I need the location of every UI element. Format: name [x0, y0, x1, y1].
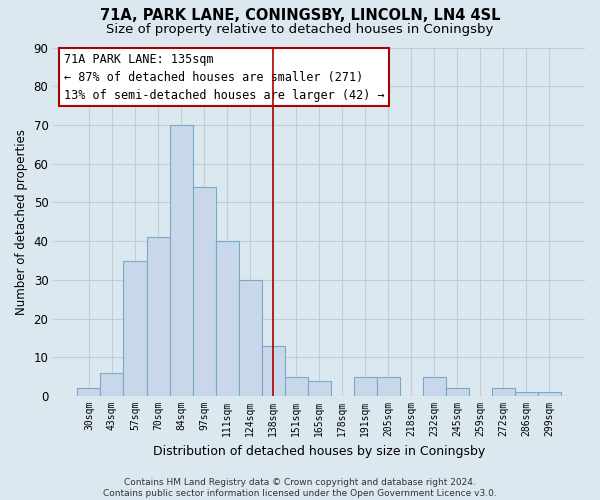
X-axis label: Distribution of detached houses by size in Coningsby: Distribution of detached houses by size …	[153, 444, 485, 458]
Bar	[262, 346, 284, 396]
Bar	[492, 388, 515, 396]
Text: Contains HM Land Registry data © Crown copyright and database right 2024.
Contai: Contains HM Land Registry data © Crown c…	[103, 478, 497, 498]
Bar	[515, 392, 538, 396]
Bar	[284, 376, 308, 396]
Y-axis label: Number of detached properties: Number of detached properties	[15, 129, 28, 315]
Bar	[377, 376, 400, 396]
Bar	[239, 280, 262, 396]
Bar	[308, 380, 331, 396]
Text: 71A, PARK LANE, CONINGSBY, LINCOLN, LN4 4SL: 71A, PARK LANE, CONINGSBY, LINCOLN, LN4 …	[100, 8, 500, 22]
Text: 71A PARK LANE: 135sqm
← 87% of detached houses are smaller (271)
13% of semi-det: 71A PARK LANE: 135sqm ← 87% of detached …	[64, 52, 385, 102]
Bar	[193, 187, 215, 396]
Bar	[353, 376, 377, 396]
Bar	[77, 388, 100, 396]
Bar	[170, 125, 193, 396]
Text: Size of property relative to detached houses in Coningsby: Size of property relative to detached ho…	[106, 22, 494, 36]
Bar	[124, 260, 146, 396]
Bar	[446, 388, 469, 396]
Bar	[100, 373, 124, 396]
Bar	[538, 392, 561, 396]
Bar	[423, 376, 446, 396]
Bar	[215, 241, 239, 396]
Bar	[146, 238, 170, 396]
